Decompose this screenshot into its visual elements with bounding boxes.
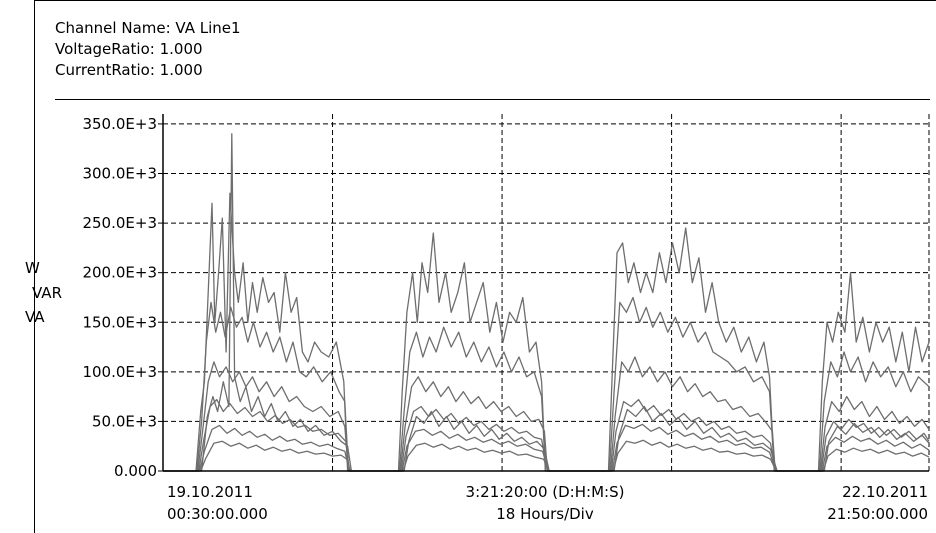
y-tick-label: 200.0E+3: [82, 264, 157, 282]
channel-name: Channel Name: VA Line1: [55, 19, 241, 37]
y-tick-label: 100.0E+3: [82, 363, 157, 381]
series-line: [163, 133, 930, 472]
frame-top-border: [34, 0, 936, 1]
channel-info: Channel Name: VA Line1 VoltageRatio: 1.0…: [55, 18, 241, 81]
x-end-label: 21:50:00.000: [827, 505, 928, 523]
header-rule: [55, 99, 930, 100]
y-tick-label: 50.0E+3: [92, 412, 157, 430]
y-tick-label: 150.0E+3: [82, 313, 157, 331]
grid-lines: [163, 114, 930, 471]
series-line: [163, 296, 930, 472]
axis-labels: 0.000 50.0E+3 100.0E+3 150.0E+3 200.0E+3 250.…: [25, 115, 928, 523]
frame-left-border: [34, 0, 35, 533]
series-line: [163, 423, 930, 472]
x-start-label: 19.10.2011: [167, 483, 253, 501]
y-axis-label-w: W: [25, 259, 40, 277]
x-end-label: 22.10.2011: [842, 483, 928, 501]
x-center-label: 3:21:20:00 (D:H:M:S): [466, 483, 625, 501]
axes: [158, 114, 929, 472]
y-tick-label: 250.0E+3: [82, 214, 157, 232]
x-center-label: 18 Hours/Div: [496, 505, 594, 523]
series-line: [163, 356, 930, 472]
current-ratio: CurrentRatio: 1.000: [55, 61, 203, 79]
series-line: [163, 192, 930, 472]
y-axis-label-var: VAR: [32, 284, 62, 302]
y-tick-label: 0.000: [114, 462, 157, 480]
voltage-ratio: VoltageRatio: 1.000: [55, 40, 203, 58]
series-line: [163, 398, 930, 472]
y-tick-label: 300.0E+3: [82, 165, 157, 183]
x-start-label: 00:30:00.000: [167, 505, 268, 523]
y-axis-label-va: VA: [25, 308, 45, 326]
series-group: [163, 133, 930, 472]
y-tick-label: 350.0E+3: [82, 115, 157, 133]
